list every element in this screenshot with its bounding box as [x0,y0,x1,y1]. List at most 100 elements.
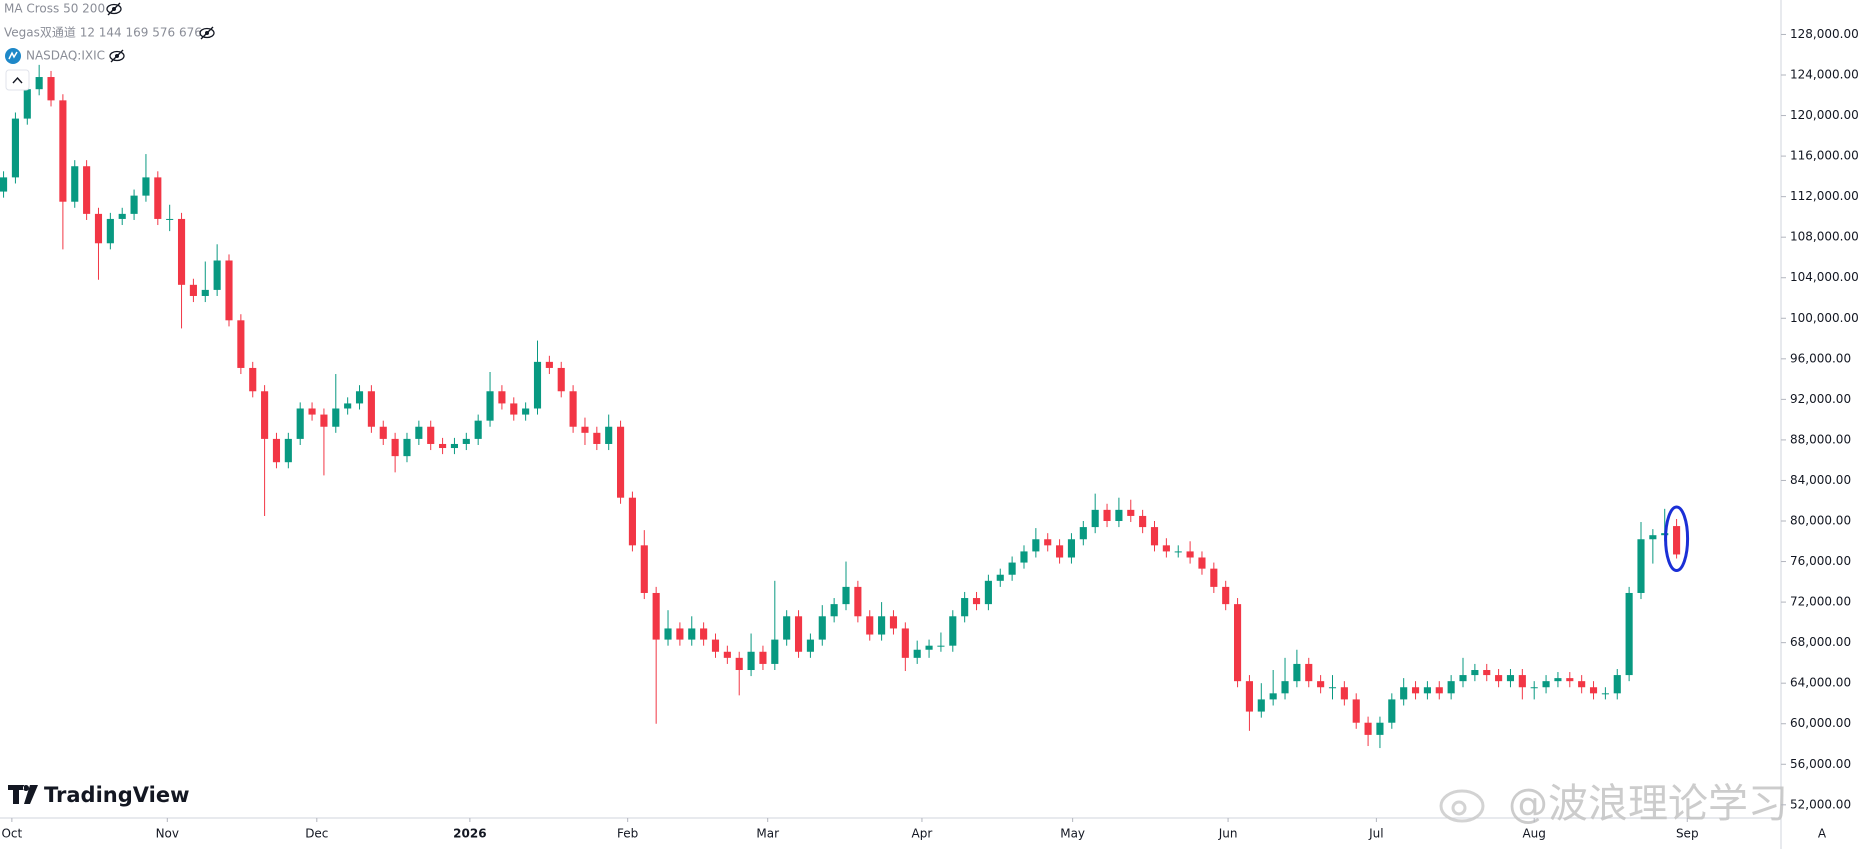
candle-body [522,408,530,415]
candle-body [450,443,459,449]
candle-body [427,426,435,444]
candle-body [806,639,814,652]
y-tick-label: 56,000.00 [1790,757,1851,771]
y-tick-label: 128,000.00 [1790,27,1859,41]
candle-body [676,628,684,640]
candle-body [261,391,269,439]
candle-body [1423,687,1431,694]
candle-body [355,391,364,404]
candle-body [1032,539,1040,552]
watermark: @波浪理论学习 [1439,781,1788,827]
candle-body [1637,539,1645,593]
candle-body [1495,675,1503,682]
candle-body [759,651,767,664]
candle-body [1459,675,1467,682]
candle-body [1127,509,1135,516]
candle-body [249,367,257,392]
y-tick-label: 68,000.00 [1790,635,1851,649]
candle-body [617,426,625,498]
candle-body [723,651,731,658]
candle-body [237,320,245,368]
x-tick-label: Jun [1218,827,1238,841]
x-tick-label: Apr [912,827,933,841]
candle-body [284,438,292,463]
candle-body [913,649,921,658]
candle-body [344,403,352,409]
candle-body [1352,699,1360,723]
candle-body [1388,699,1396,723]
candle-body [332,408,340,427]
candle-body [1435,687,1443,694]
candle-body [1340,687,1348,700]
candle-body [593,432,601,444]
scale-mode-button[interactable]: A [1818,827,1827,841]
candle-body [225,260,233,321]
x-tick-label: Sep [1676,827,1699,841]
candle-body [735,657,743,671]
x-tick-label: Mar [756,827,779,841]
candle-body [830,604,838,617]
candle-body [949,616,957,646]
candle-body [1067,539,1076,558]
candle-body [1234,604,1242,682]
visibility-icon[interactable] [109,49,125,63]
visibility-icon[interactable] [199,26,215,40]
candle-body [794,616,803,652]
candle-body [1269,693,1277,700]
candle-body [818,616,826,640]
candle-body [11,118,19,178]
candle-body [462,438,470,444]
collapse-button[interactable] [5,69,30,91]
candle-body [272,438,281,463]
candle-body [118,213,126,219]
candle-body [1257,699,1265,712]
candle-body [925,645,933,650]
candle-body [71,166,79,202]
indicator-name: MA Cross 50 200 [4,2,105,16]
candle-body [0,177,8,192]
candle-body [533,361,542,409]
candle-body [1566,678,1574,682]
candle-body [1293,663,1301,682]
candle-body [996,574,1004,581]
candle-body [842,586,850,605]
candle-body [545,361,553,368]
candle-body [1222,586,1230,605]
candle-body [1601,693,1609,695]
candle-body [605,426,613,444]
candle-body [1079,527,1087,540]
y-tick-label: 120,000.00 [1790,108,1859,122]
candle-body [391,438,399,457]
candle-body [1115,509,1123,522]
highlight-ellipse [1664,505,1690,573]
y-tick-label: 72,000.00 [1790,595,1851,609]
candle-body [1471,670,1479,676]
candle-body [1281,681,1289,694]
candle-body [154,177,162,219]
visibility-icon[interactable] [106,2,122,16]
candle-body [1198,557,1206,569]
candle-body [771,639,779,664]
candle-body [23,89,31,119]
candle-body [1210,568,1218,587]
indicator-name: Vegas双通道 12 144 169 576 676 [4,26,202,40]
x-tick-label: Oct [1,827,22,841]
candle-body [83,166,91,214]
candle-body [308,408,316,415]
candle-body [972,598,981,605]
candle-body [1376,722,1384,735]
x-tick-label: Aug [1522,827,1545,841]
candle-body [889,616,898,629]
x-tick-label: May [1060,827,1085,841]
candle-body [403,438,411,457]
candle-body [1008,562,1016,575]
candle-body [1578,681,1586,688]
candle-body [498,391,506,404]
candle-body [320,414,328,427]
candle-body [1162,545,1170,552]
candle-body [1020,551,1028,563]
candle-body [628,497,636,546]
candle-body [688,628,696,640]
